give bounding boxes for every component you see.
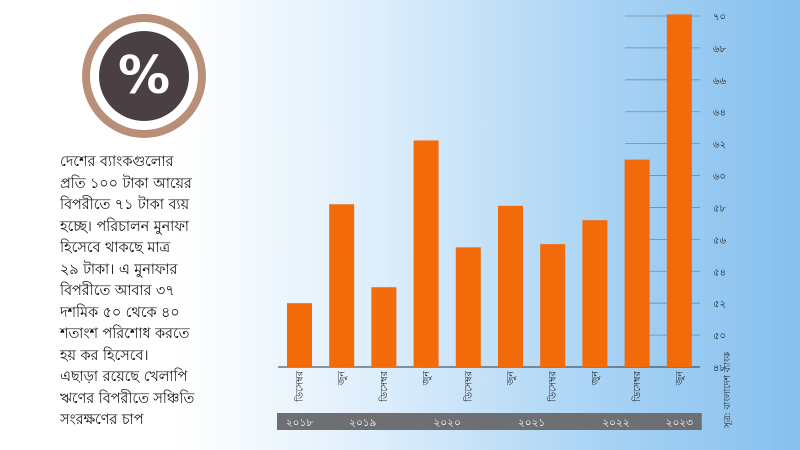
- y-tick-label: ৫৪: [713, 267, 726, 278]
- x-tick-label: ডিসেম্বর: [462, 370, 474, 402]
- percent-icon: %: [99, 31, 189, 121]
- x-tick-label: ডিসেম্বর: [294, 370, 306, 402]
- bar: [582, 220, 608, 367]
- description-text: দেশের ব্যাংকগুলোর প্রতি ১০০ টাকা আয়ের ব…: [60, 154, 195, 428]
- year-box: [319, 413, 407, 430]
- y-tick-label: ৫৮: [713, 203, 726, 214]
- y-tick-label: ৬০: [713, 172, 726, 183]
- y-tick-label: ৪৮: [713, 363, 726, 374]
- year-box: [488, 413, 576, 430]
- bar: [371, 287, 397, 367]
- year-label: ২০২২: [602, 417, 629, 429]
- x-tick-label: জুন: [421, 370, 432, 386]
- bar: [413, 140, 439, 367]
- y-tick-label: ৫২: [713, 299, 726, 310]
- x-tick-label: জুন: [590, 370, 601, 386]
- x-tick-label: ডিসেম্বর: [631, 370, 643, 402]
- bar: [624, 159, 650, 367]
- y-tick-label: ৬৪: [713, 108, 726, 119]
- percent-badge: %: [82, 14, 206, 138]
- bar: [287, 303, 312, 367]
- year-box: [656, 413, 702, 430]
- year-label: ২০২১: [518, 417, 545, 429]
- year-label: ২০২৩: [666, 417, 693, 429]
- x-tick-label: ডিসেম্বর: [547, 370, 559, 402]
- x-tick-label: জুন: [337, 370, 348, 386]
- percent-badge-ring: %: [90, 22, 198, 130]
- year-box: [572, 413, 660, 430]
- bar: [455, 247, 481, 367]
- source-note: সূত্র: বাংলাদেশ ব্যাংক: [723, 351, 733, 428]
- bar: [540, 244, 566, 367]
- bar: [498, 205, 523, 367]
- year-label: ২০১৯: [349, 417, 376, 429]
- y-tick-label: ৬৮: [713, 44, 727, 55]
- x-tick-label: জুন: [674, 370, 685, 386]
- y-tick-label: ৬২: [713, 140, 726, 151]
- bar: [666, 14, 692, 368]
- bar: [329, 204, 355, 367]
- year-label: ২০১৮: [286, 417, 313, 429]
- y-tick-label: ৫০: [713, 331, 726, 342]
- x-tick-label: ডিসেম্বর: [378, 370, 390, 402]
- year-label: ২০২০: [434, 417, 461, 429]
- y-tick-label: ৬৬: [713, 76, 727, 87]
- year-box: [403, 413, 491, 430]
- year-box: [277, 413, 322, 430]
- y-tick-label: ৭০: [713, 12, 726, 23]
- x-tick-label: জুন: [506, 370, 517, 386]
- y-tick-label: ৫৬: [713, 235, 726, 246]
